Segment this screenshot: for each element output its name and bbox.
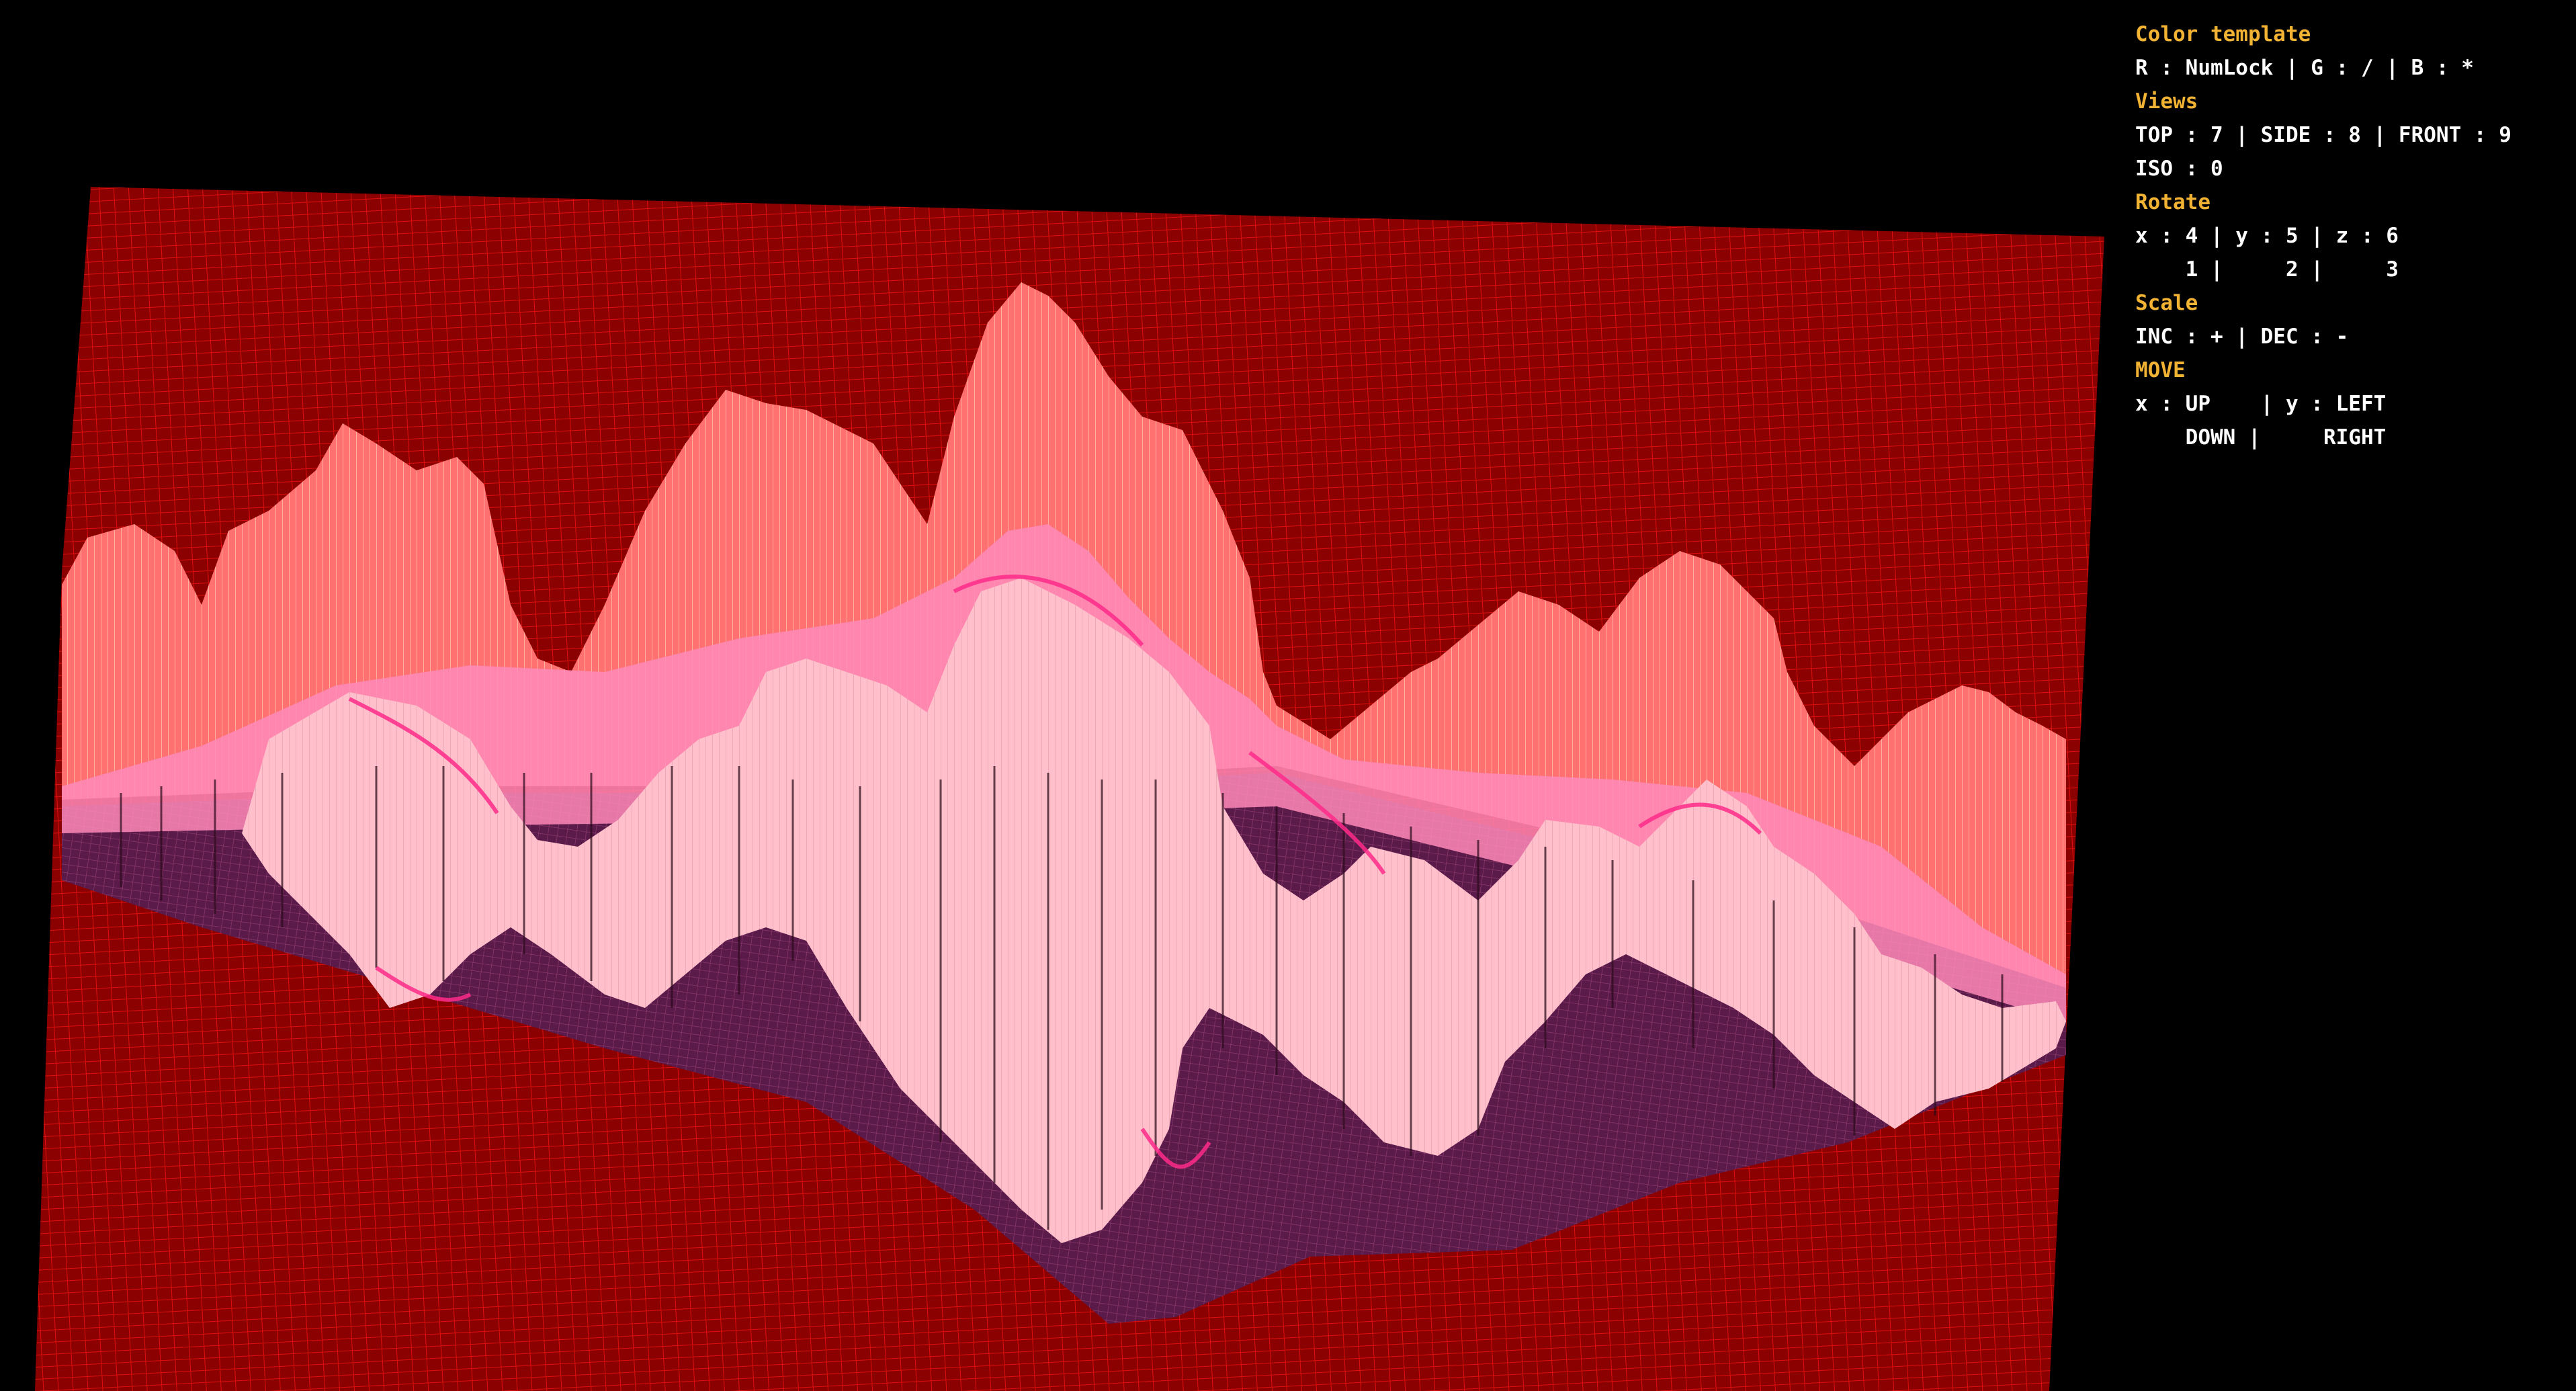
- controls-help-panel: Color template R : NumLock | G : / | B :…: [2135, 17, 2565, 454]
- views-keys-line-1: TOP : 7 | SIDE : 8 | FRONT : 9: [2135, 123, 2511, 147]
- rotate-heading: Rotate: [2135, 190, 2210, 214]
- terrain-streaks: [120, 766, 2004, 1230]
- terrain-front-pillars: [242, 578, 2066, 1243]
- scale-keys: INC : + | DEC : -: [2135, 325, 2349, 349]
- rotate-keys-line-2: 1 | 2 | 3: [2135, 257, 2399, 282]
- views-keys-line-2: ISO : 0: [2135, 157, 2223, 181]
- move-keys-line-2: DOWN | RIGHT: [2135, 425, 2387, 450]
- move-heading: MOVE: [2135, 358, 2186, 382]
- terrain-accent-edges: [348, 575, 1762, 1169]
- scale-heading: Scale: [2135, 291, 2198, 315]
- color-template-heading: Color template: [2135, 22, 2311, 46]
- color-template-keys: R : NumLock | G : / | B : *: [2135, 56, 2474, 80]
- views-heading: Views: [2135, 89, 2198, 114]
- rotate-keys-line-1: x : 4 | y : 5 | z : 6: [2135, 224, 2399, 248]
- move-keys-line-1: x : UP | y : LEFT: [2135, 392, 2387, 416]
